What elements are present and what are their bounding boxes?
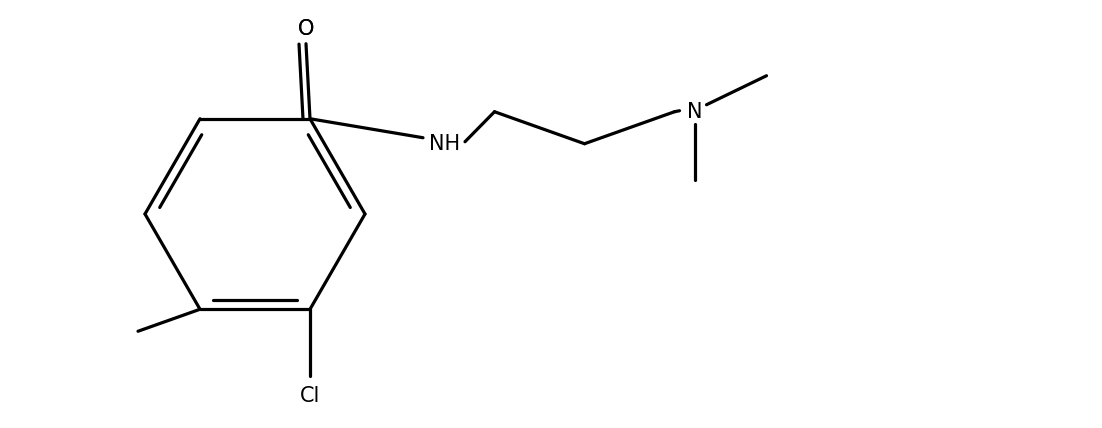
Text: O: O (298, 19, 314, 39)
Text: Cl: Cl (300, 386, 321, 406)
Text: NH: NH (430, 134, 461, 154)
Text: N: N (687, 102, 702, 122)
Text: O: O (298, 19, 314, 39)
